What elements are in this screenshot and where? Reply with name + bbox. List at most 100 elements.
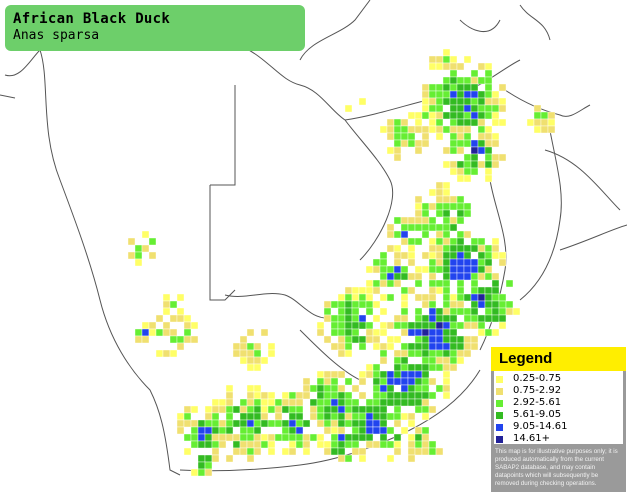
grid-cell	[526, 118, 535, 127]
grid-cell	[323, 370, 332, 379]
grid-cell	[337, 454, 346, 463]
grid-cell	[414, 216, 423, 225]
grid-cell	[463, 111, 472, 120]
grid-cell	[477, 293, 486, 302]
grid-cell	[491, 293, 500, 302]
grid-cell	[449, 160, 458, 169]
grid-cell	[449, 76, 458, 85]
grid-cell	[225, 419, 234, 428]
grid-cell	[323, 412, 332, 421]
grid-cell	[421, 433, 430, 442]
grid-cell	[190, 426, 199, 435]
grid-cell	[456, 321, 465, 330]
grid-cell	[344, 433, 353, 442]
grid-cell	[197, 461, 206, 470]
grid-cell	[246, 426, 255, 435]
grid-cell	[323, 335, 332, 344]
grid-cell	[463, 76, 472, 85]
grid-cell	[400, 363, 409, 372]
grid-cell	[477, 237, 486, 246]
grid-cell	[288, 426, 297, 435]
grid-cell	[491, 307, 500, 316]
grid-cell	[428, 223, 437, 232]
grid-cell	[407, 216, 416, 225]
grid-cell	[372, 286, 381, 295]
grid-cell	[470, 293, 479, 302]
grid-cell	[337, 440, 346, 449]
grid-cell	[351, 384, 360, 393]
grid-cell	[484, 244, 493, 253]
grid-cell	[176, 293, 185, 302]
grid-cell	[372, 258, 381, 267]
grid-cell	[407, 440, 416, 449]
grid-cell	[176, 307, 185, 316]
grid-cell	[477, 251, 486, 260]
grid-cell	[344, 405, 353, 414]
grid-cell	[253, 363, 262, 372]
species-title-box: African Black Duck Anas sparsa	[5, 5, 305, 51]
grid-cell	[288, 433, 297, 442]
grid-cell	[372, 265, 381, 274]
grid-cell	[246, 356, 255, 365]
grid-cell	[421, 356, 430, 365]
grid-cell	[428, 251, 437, 260]
grid-cell	[428, 125, 437, 134]
grid-cell	[421, 384, 430, 393]
grid-cell	[442, 314, 451, 323]
grid-cell	[463, 202, 472, 211]
grid-cell	[260, 391, 269, 400]
grid-cell	[491, 160, 500, 169]
grid-cell	[400, 328, 409, 337]
grid-cell	[393, 370, 402, 379]
grid-cell	[442, 209, 451, 218]
grid-cell	[435, 83, 444, 92]
grid-cell	[358, 335, 367, 344]
grid-cell	[449, 335, 458, 344]
grid-cell	[337, 314, 346, 323]
grid-cell	[547, 125, 556, 134]
grid-cell	[449, 167, 458, 176]
grid-cell	[197, 468, 206, 477]
grid-cell	[267, 440, 276, 449]
grid-cell	[442, 342, 451, 351]
grid-cell	[400, 251, 409, 260]
grid-cell	[414, 342, 423, 351]
grid-cell	[470, 153, 479, 162]
grid-cell	[358, 342, 367, 351]
grid-cell	[421, 265, 430, 274]
grid-cell	[302, 384, 311, 393]
grid-cell	[498, 153, 507, 162]
grid-cell	[400, 412, 409, 421]
grid-cell	[498, 321, 507, 330]
grid-cell	[470, 139, 479, 148]
grid-cell	[463, 55, 472, 64]
grid-cell	[400, 307, 409, 316]
grid-cell	[344, 440, 353, 449]
grid-cell	[379, 272, 388, 281]
grid-cell	[309, 412, 318, 421]
grid-cell	[316, 433, 325, 442]
grid-cell	[477, 286, 486, 295]
grid-cell	[491, 286, 500, 295]
grid-cell	[414, 279, 423, 288]
grid-cell	[155, 328, 164, 337]
grid-cell	[218, 440, 227, 449]
grid-cell	[148, 321, 157, 330]
grid-cell	[204, 426, 213, 435]
grid-cell	[435, 111, 444, 120]
grid-cell	[239, 447, 248, 456]
legend-label: 0.75-2.92	[513, 385, 562, 396]
grid-cell	[407, 419, 416, 428]
grid-cell	[421, 328, 430, 337]
grid-cell	[442, 160, 451, 169]
grid-cell	[365, 300, 374, 309]
grid-cell	[400, 426, 409, 435]
grid-cell	[400, 349, 409, 358]
grid-cell	[463, 307, 472, 316]
grid-cell	[491, 328, 500, 337]
grid-cell	[365, 321, 374, 330]
grid-cell	[323, 398, 332, 407]
grid-cell	[295, 398, 304, 407]
grid-cell	[141, 230, 150, 239]
grid-cell	[183, 321, 192, 330]
